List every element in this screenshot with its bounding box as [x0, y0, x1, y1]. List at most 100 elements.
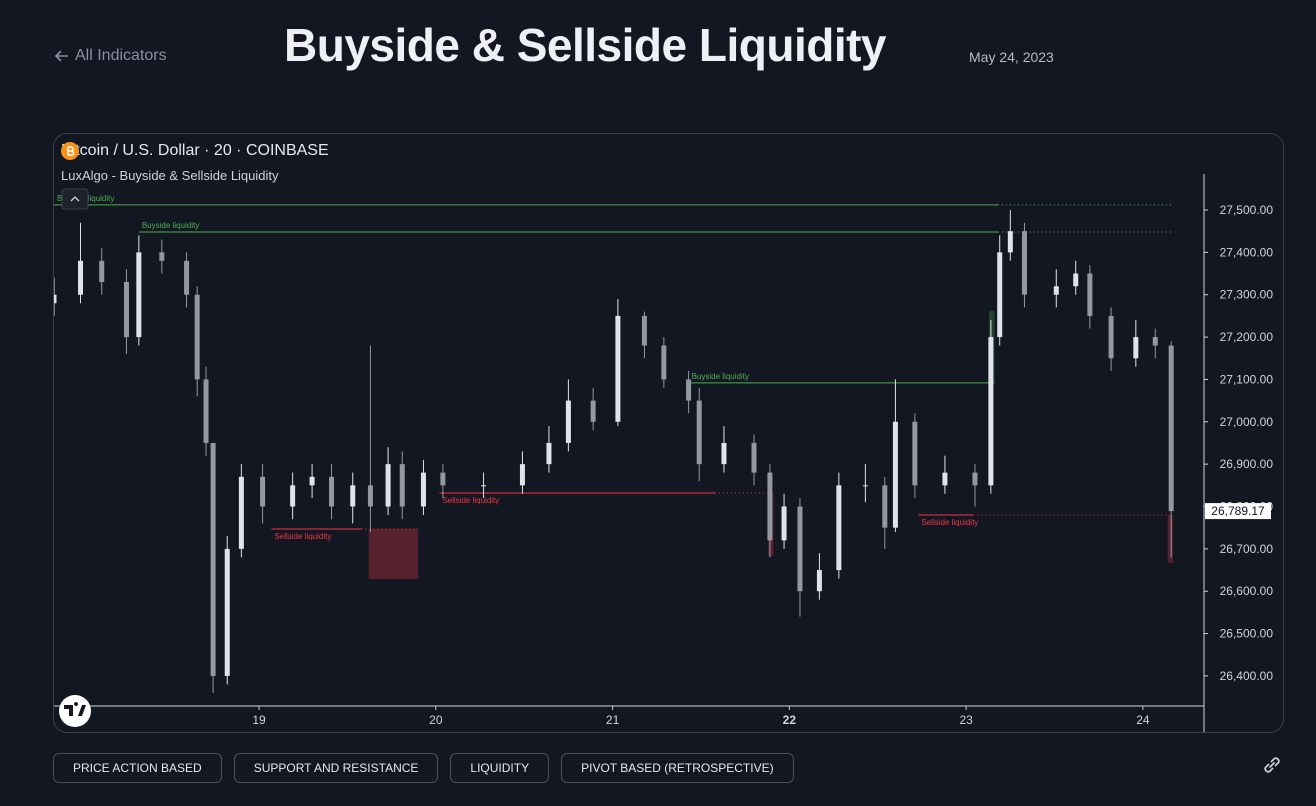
candle-body [260, 476, 266, 507]
candle-body [99, 260, 105, 283]
y-tick-label: 27,100.00 [1220, 372, 1274, 386]
tag-list: PRICE ACTION BASED SUPPORT AND RESISTANCE… [53, 753, 794, 783]
candle-body [1087, 273, 1093, 316]
candle-body [519, 464, 525, 486]
liquidity-label: Buyside liquidity [142, 221, 199, 230]
y-tick-label: 26,400.00 [1220, 669, 1274, 683]
x-tick-label: 22 [783, 713, 797, 727]
candle-body [912, 421, 918, 486]
y-tick-label: 26,500.00 [1220, 627, 1274, 641]
candle-body [751, 442, 757, 473]
y-tick-label: 27,000.00 [1220, 415, 1274, 429]
liquidity-label: Sellside liquidity [442, 496, 499, 505]
candle-body [329, 476, 335, 507]
candle-body [882, 485, 888, 528]
last-price-label: 26,789.17 [1211, 504, 1265, 518]
candle-body [1053, 286, 1059, 295]
candle-body [942, 472, 948, 486]
candle-body [862, 485, 868, 487]
x-tick-label: 20 [429, 713, 443, 727]
candle-body [78, 260, 84, 295]
candle-body [184, 260, 190, 295]
tag-button[interactable]: SUPPORT AND RESISTANCE [233, 753, 439, 783]
candle-body [1133, 337, 1139, 359]
candle-body [224, 548, 230, 676]
candle-body [385, 464, 391, 507]
y-tick-label: 26,700.00 [1220, 542, 1274, 556]
candle-body [367, 485, 373, 507]
back-link[interactable]: All Indicators [53, 47, 167, 65]
collapse-icon [70, 196, 80, 202]
candle-body [696, 400, 702, 465]
candle-body [781, 506, 787, 541]
candle-body [210, 442, 216, 676]
back-link-text[interactable]: All Indicators [75, 47, 167, 64]
candle-body [988, 337, 994, 486]
candle-body [565, 400, 571, 443]
x-tick-label: 24 [1136, 713, 1150, 727]
liquidity-zone [368, 528, 419, 579]
liquidity-zone [1167, 514, 1173, 563]
candle-body [1007, 231, 1013, 253]
x-tick-label: 19 [252, 713, 266, 727]
collapse-button [61, 188, 89, 210]
liquidity-label: Sellside liquidity [274, 532, 331, 541]
indicator-name: LuxAlgo - Buyside & Sellside Liquidity [61, 168, 279, 183]
candle-body [686, 379, 692, 401]
candle-body [641, 315, 647, 346]
candle-body [420, 472, 426, 507]
candle-body [194, 294, 200, 380]
tag-button[interactable]: PRICE ACTION BASED [53, 753, 222, 783]
candle-body [350, 485, 356, 507]
candle-body [767, 472, 773, 541]
candle-body [661, 345, 667, 380]
bitcoin-icon [61, 142, 79, 160]
candle-body [203, 379, 209, 443]
candle-body [546, 442, 552, 465]
page-title: Buyside & Sellside Liquidity [284, 19, 887, 71]
candle-body [399, 464, 405, 507]
symbol-row: Bitcoin / U.S. Dollar · 20 · COINBASE [61, 142, 329, 160]
candle-body [440, 472, 446, 486]
candle-body [54, 294, 57, 304]
x-tick-label: 21 [606, 713, 620, 727]
candle-body [615, 315, 621, 422]
candle-body [1152, 337, 1158, 346]
x-tick-label: 23 [959, 713, 973, 727]
y-tick-label: 26,900.00 [1220, 457, 1274, 471]
candle-body [1108, 315, 1114, 359]
candle-body [816, 570, 822, 592]
candle-body [159, 252, 165, 261]
tradingview-logo-mark [64, 702, 86, 716]
candle-body [481, 485, 487, 487]
candle-body [309, 476, 315, 486]
liquidity-label: Buyside liquidity [692, 372, 749, 381]
candle-body [123, 282, 129, 338]
candle-body [721, 442, 727, 465]
y-tick-label: 27,400.00 [1220, 245, 1274, 259]
candle-body [797, 506, 803, 592]
candle-body [1168, 345, 1174, 512]
candle-body [290, 485, 296, 507]
symbol-text: Bitcoin / U.S. Dollar · 20 · COINBASE [61, 142, 329, 159]
y-tick-label: 27,200.00 [1220, 330, 1274, 344]
candle-body [972, 472, 978, 486]
last-price-marker [1205, 503, 1271, 520]
page-date: May 24, 2023 [969, 49, 1054, 65]
candle-body [590, 400, 596, 422]
tradingview-logo [59, 695, 91, 727]
liquidity-label: Sellside liquidity [921, 518, 978, 527]
tag-button[interactable]: PIVOT BASED (RETROSPECTIVE) [561, 753, 794, 783]
candle-body [1021, 231, 1027, 295]
candle-body [997, 252, 1003, 338]
chart-card: 26,400.0026,500.0026,600.0026,700.0026,8… [53, 133, 1284, 733]
y-tick-label: 27,300.00 [1220, 288, 1274, 302]
link-icon[interactable] [1259, 752, 1285, 778]
candle-body [836, 485, 842, 571]
candle-body [136, 252, 142, 338]
chart: 26,400.0026,500.0026,600.0026,700.0026,8… [54, 174, 1274, 732]
candle-body [1073, 273, 1079, 287]
tag-button[interactable]: LIQUIDITY [450, 753, 550, 783]
back-arrow-icon [54, 50, 68, 62]
